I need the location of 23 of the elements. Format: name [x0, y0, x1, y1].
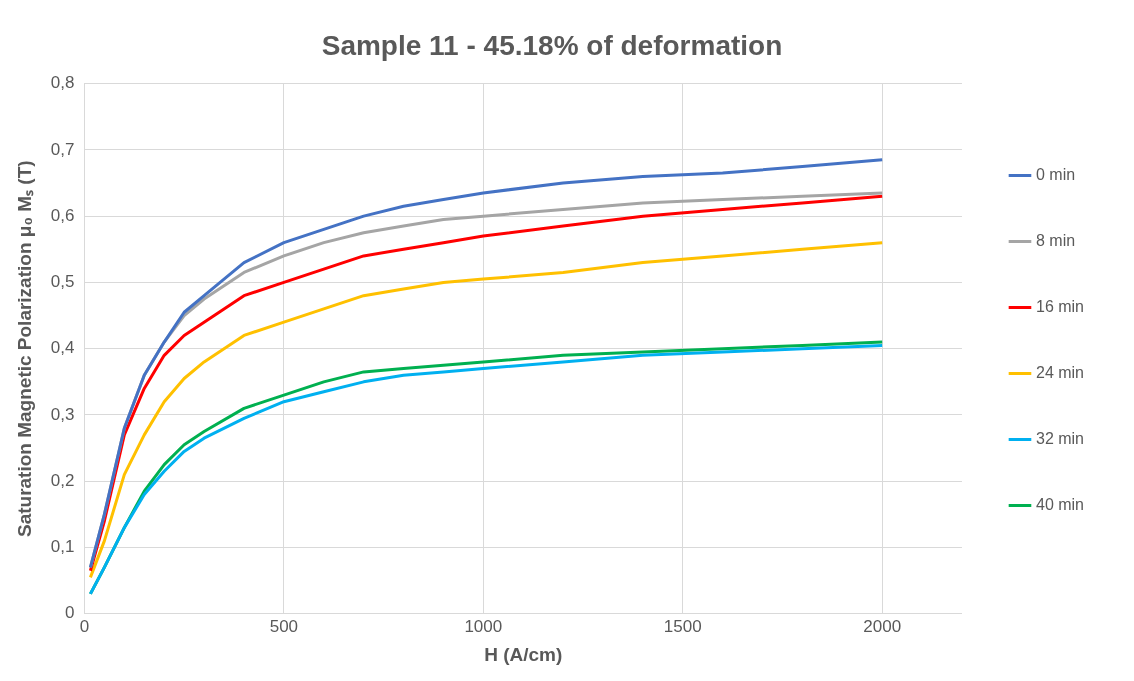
- x-axis-title: H (A/cm): [484, 643, 563, 665]
- y-tick-label: 0,2: [50, 470, 75, 490]
- y-tick-label: 0,7: [50, 139, 75, 159]
- y-axis-title: Saturation Magnetic Polarization μ₀ Mₛ (T): [13, 160, 35, 538]
- y-tick-label: 0,6: [50, 205, 75, 225]
- x-tick-label: 1500: [663, 616, 702, 636]
- x-tick-label: 2000: [863, 616, 902, 636]
- y-tick-label: 0,5: [50, 272, 75, 292]
- legend-label: 8 min: [1035, 231, 1076, 249]
- legend-label: 16 min: [1035, 297, 1085, 315]
- x-tick-label: 0: [79, 616, 90, 636]
- legend-label: 40 min: [1035, 495, 1085, 513]
- y-tick-label: 0,1: [50, 537, 75, 557]
- y-tick-label: 0,3: [50, 404, 75, 424]
- legend-label: 0 min: [1035, 165, 1076, 183]
- y-tick-label: 0: [64, 603, 75, 623]
- chart-title: Sample 11 - 45.18% of deformation: [321, 29, 783, 61]
- legend-label: 32 min: [1035, 429, 1085, 447]
- x-tick-label: 500: [269, 616, 299, 636]
- x-tick-label: 1000: [464, 616, 503, 636]
- legend-label: 24 min: [1035, 363, 1085, 381]
- y-tick-label: 0,8: [50, 73, 75, 93]
- y-tick-label: 0,4: [50, 338, 75, 358]
